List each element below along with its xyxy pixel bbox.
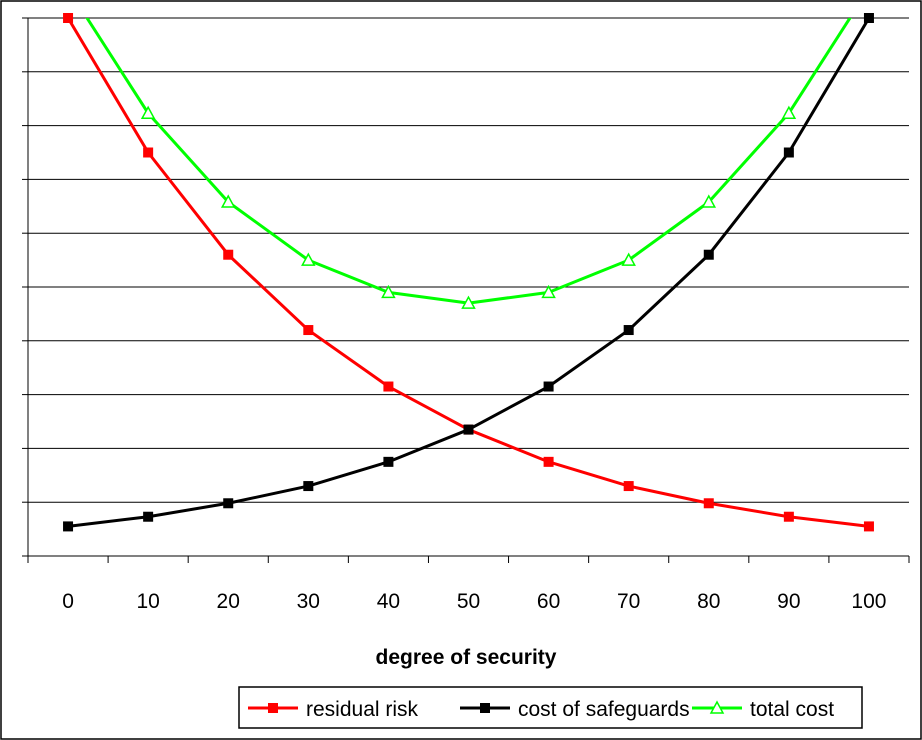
data-point <box>543 456 554 467</box>
data-point <box>621 252 636 266</box>
data-point <box>863 13 874 23</box>
data-point <box>303 481 314 492</box>
data-point <box>301 252 316 266</box>
x-axis-title: degree of security <box>376 646 557 669</box>
data-point <box>463 424 474 435</box>
gridlines <box>28 17 909 503</box>
series-markers <box>63 13 874 532</box>
x-tick-label: 50 <box>457 590 480 613</box>
data-point <box>63 521 74 532</box>
data-point <box>543 381 554 392</box>
legend-label: cost of safeguards <box>518 698 690 721</box>
data-point <box>461 295 476 309</box>
x-tick-label: 10 <box>136 590 159 613</box>
data-point <box>303 325 314 336</box>
data-point <box>541 284 556 299</box>
legend-marker <box>480 703 490 713</box>
data-point <box>701 194 717 208</box>
data-point <box>703 249 714 260</box>
legend-marker <box>709 700 725 714</box>
x-tick-label: 20 <box>217 590 240 613</box>
x-tick-label: 0 <box>62 590 74 613</box>
legend-marker <box>268 703 278 713</box>
data-point <box>623 325 634 336</box>
data-point <box>143 147 154 158</box>
x-tick-label: 40 <box>377 590 400 613</box>
legend-box <box>238 686 863 729</box>
data-point <box>223 249 234 260</box>
data-point <box>220 194 236 208</box>
data-point <box>143 511 154 522</box>
x-tick-label: 80 <box>697 590 720 613</box>
data-point <box>863 521 874 532</box>
legend-label: total cost <box>750 698 834 721</box>
data-point <box>383 456 394 467</box>
x-tick-label: 70 <box>617 590 640 613</box>
axes <box>22 17 910 563</box>
data-point <box>63 13 74 23</box>
data-point <box>140 105 156 119</box>
x-tick-label: 100 <box>851 590 886 613</box>
data-point <box>703 498 714 509</box>
data-point <box>223 498 234 509</box>
x-tick-labels: 0 10 20 30 40 50 60 70 80 90 100 <box>62 590 886 613</box>
x-tick-label: 60 <box>537 590 560 613</box>
legend: residual risk cost of safeguards total cos… <box>238 686 863 729</box>
data-point <box>783 511 794 522</box>
data-point <box>383 381 394 392</box>
legend-label: residual risk <box>306 698 419 721</box>
data-point <box>381 284 396 299</box>
data-point <box>781 105 797 119</box>
data-point <box>623 481 634 492</box>
x-tick-label: 30 <box>297 590 320 613</box>
data-point <box>783 147 794 158</box>
x-tick-label: 90 <box>777 590 800 613</box>
